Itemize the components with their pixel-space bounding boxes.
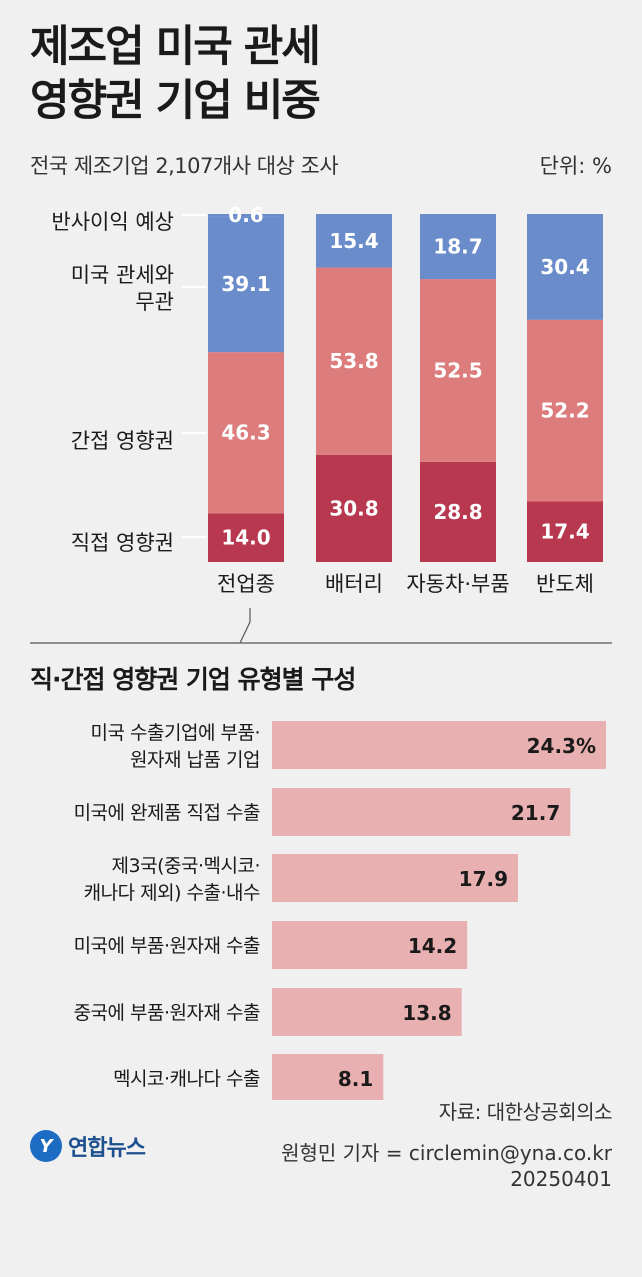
bar-segment (316, 454, 392, 562)
credit: 원형민 기자 = circlemin@yna.co.kr 20250401 (281, 1140, 612, 1192)
category-label: 자동차·부품 (406, 572, 509, 596)
bar-segment (208, 352, 284, 514)
data-label: 30.8 (329, 496, 378, 520)
bar-segment (208, 216, 284, 353)
bar-segment (527, 214, 603, 320)
legend-label: 미국 관세와 (71, 263, 174, 287)
data-label: 52.5 (433, 358, 482, 382)
chart-title: 제조업 미국 관세 영향권 기업 비중 (30, 20, 321, 128)
source-note: 자료: 대한상공회의소 (438, 1100, 613, 1124)
data-label: 15.4 (329, 229, 378, 253)
horizontal-bar-chart: 24.3% 미국 수출기업에 부품· 원자재 납품 기업 21.7 미국에 완제품 직접… (74, 721, 606, 1100)
legend-label: 간접 영향권 (71, 429, 174, 453)
data-label: 0.6 (228, 203, 263, 227)
divider-pointer (239, 608, 251, 644)
data-label: 52.2 (540, 399, 589, 423)
hbar (272, 1054, 384, 1100)
hbar (272, 921, 468, 969)
logo-text: 연합뉴스 (68, 1136, 146, 1161)
data-label: 14.0 (221, 526, 270, 550)
hbar-category-label: 미국 수출기업에 부품· (91, 722, 260, 744)
hbar (272, 854, 519, 902)
bar-segment (208, 513, 284, 562)
hbar (272, 721, 606, 769)
chart-subtitle: 전국 제조기업 2,107개사 대상 조사 (30, 154, 339, 178)
bar-segment (527, 501, 603, 562)
logo-icon: Y (30, 1130, 62, 1162)
hbar-value-label: 8.1 (338, 1067, 373, 1091)
data-label: 53.8 (329, 349, 378, 373)
stacked-bar-chart: 14.0 46.3 39.1 0.6 전업종 30.8 53.8 15.4 배터리 28.8 52.… (30, 203, 612, 644)
legend-label: 무관 (135, 290, 174, 314)
hbar-value-label: 13.8 (402, 1001, 451, 1025)
hbar-category-label: 중국에 부품·원자재 수출 (74, 1002, 260, 1024)
date-stamp: 20250401 (510, 1167, 612, 1191)
data-label: 46.3 (221, 421, 270, 445)
bar-segment (316, 214, 392, 268)
bar-segment (420, 461, 496, 562)
title-line-2: 영향권 기업 비중 (30, 76, 321, 126)
hbar-category-label: 미국에 완제품 직접 수출 (74, 802, 260, 824)
hbar-category-label: 캐나다 제외) 수출·내수 (84, 882, 260, 904)
unit-label: 단위: % (539, 154, 612, 178)
hbar-value-label: 24.3% (527, 734, 596, 758)
hbar-category-label: 제3국(중국·멕시코· (112, 855, 260, 877)
legend-label: 직접 영향권 (71, 531, 174, 555)
data-label: 39.1 (221, 272, 270, 296)
logo: Y 연합뉴스 (30, 1130, 146, 1162)
hbar (272, 988, 462, 1036)
legend-label: 반사이익 예상 (51, 210, 174, 234)
data-label: 28.8 (433, 500, 482, 524)
data-label: 18.7 (433, 235, 482, 259)
hbar-category-label: 멕시코·캐나다 수출 (113, 1068, 260, 1090)
hbar-value-label: 21.7 (511, 801, 560, 825)
data-label: 17.4 (540, 520, 589, 544)
hbar-category-label: 원자재 납품 기업 (130, 749, 260, 771)
bar-segment (527, 319, 603, 502)
bar-segment (316, 267, 392, 455)
byline: 원형민 기자 = circlemin@yna.co.kr (281, 1141, 612, 1165)
hbar (272, 788, 571, 836)
hbar-value-label: 17.9 (459, 867, 508, 891)
category-label: 반도체 (536, 572, 594, 596)
bar-segment (420, 214, 496, 280)
hbar-value-label: 14.2 (408, 934, 457, 958)
section-title: 직·간접 영향권 기업 유형별 구성 (30, 665, 356, 694)
data-label: 30.4 (540, 255, 589, 279)
category-label: 전업종 (217, 572, 275, 596)
title-line-1: 제조업 미국 관세 (30, 22, 321, 72)
bar-segment (208, 214, 284, 217)
bar-segment (420, 279, 496, 462)
hbar-category-label: 미국에 부품·원자재 수출 (74, 935, 260, 957)
category-label: 배터리 (325, 572, 383, 596)
